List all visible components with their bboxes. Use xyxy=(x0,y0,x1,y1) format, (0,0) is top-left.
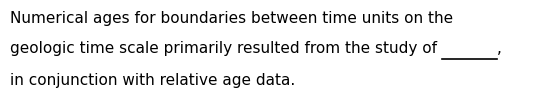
Text: in conjunction with relative age data.: in conjunction with relative age data. xyxy=(10,73,295,88)
Text: ,: , xyxy=(497,41,502,56)
Text: geologic time scale primarily resulted from the study of: geologic time scale primarily resulted f… xyxy=(10,41,442,56)
Text: Numerical ages for boundaries between time units on the: Numerical ages for boundaries between ti… xyxy=(10,11,453,26)
